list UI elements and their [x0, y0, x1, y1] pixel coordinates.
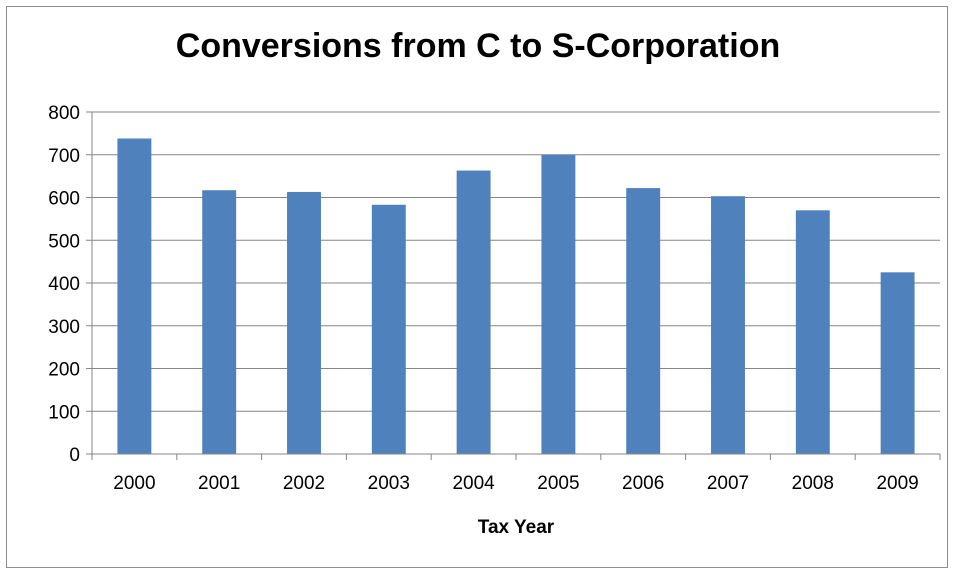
bar-2009	[880, 272, 915, 454]
y-tick-label: 800	[48, 103, 80, 124]
y-tick-label: 0	[69, 445, 80, 466]
x-tick-label: 2008	[792, 473, 834, 494]
y-tick-labels: 0 100 200 300 400 500 600 700 800	[48, 103, 80, 466]
bar-2004	[456, 170, 491, 454]
y-tick-label: 200	[48, 360, 80, 381]
bar-2005	[541, 154, 576, 454]
x-tick-label: 2003	[368, 473, 410, 494]
x-tick-label: 2007	[707, 473, 749, 494]
x-tick-labels: 2000 2001 2002 2003 2004 2005 2006 2007 2008 2009	[113, 473, 918, 494]
x-tick-label: 2004	[452, 473, 495, 494]
bar-2000	[117, 138, 152, 454]
x-tick-label: 2000	[113, 473, 155, 494]
x-tick-label: 2006	[622, 473, 664, 494]
bar-2001	[202, 190, 237, 455]
bar-2006	[626, 188, 661, 454]
x-tick-label: 2009	[876, 473, 918, 494]
x-tick-label: 2001	[198, 473, 240, 494]
x-tick-label: 2005	[537, 473, 579, 494]
axes	[86, 111, 941, 460]
y-tick-label: 600	[48, 189, 80, 210]
x-axis-title: Tax Year	[478, 517, 555, 538]
y-tick-label: 400	[48, 274, 80, 295]
bars	[117, 138, 915, 455]
x-tick-label: 2002	[283, 473, 325, 494]
y-tick-label: 100	[48, 402, 80, 423]
bar-2003	[371, 204, 406, 454]
y-tick-label: 500	[48, 231, 80, 252]
y-tick-label: 300	[48, 317, 80, 338]
bar-2008	[795, 210, 830, 454]
chart-title: Conversions from C to S-Corporation	[175, 27, 781, 65]
bar-2002	[287, 191, 321, 454]
y-tick-label: 700	[48, 146, 80, 167]
bar-2007	[711, 196, 745, 454]
